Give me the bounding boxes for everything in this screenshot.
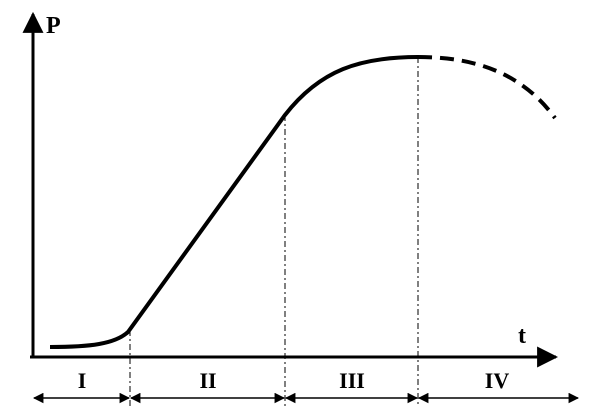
phase-label: II [199, 368, 216, 393]
phase-label: I [78, 368, 87, 393]
phase-dividers [129, 57, 419, 406]
growth-curve [49, 55, 419, 349]
phase-label: III [339, 368, 365, 393]
phase-label: IV [485, 368, 510, 393]
y-axis-label: P [46, 13, 61, 39]
decline-curve [417, 55, 557, 120]
x-axis-label: t [518, 323, 526, 349]
